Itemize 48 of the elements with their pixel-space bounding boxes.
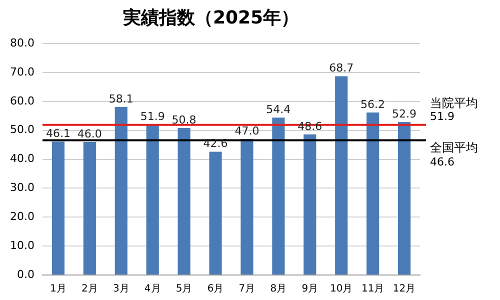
y-tick-label: 10.0 [10, 238, 34, 252]
bar [304, 134, 316, 274]
y-tick-label: 30.0 [10, 181, 34, 194]
bar [52, 142, 65, 274]
x-tick-label: 12月 [392, 284, 416, 295]
data-label: 47.0 [234, 124, 260, 138]
data-label: 52.9 [392, 107, 417, 120]
x-tick-label: 8月 [270, 284, 287, 295]
data-label: 46.0 [77, 127, 102, 140]
data-label: 50.8 [172, 113, 196, 126]
bar [209, 152, 222, 274]
bar [240, 139, 254, 274]
data-label: 46.1 [46, 127, 70, 140]
bar [178, 128, 190, 274]
x-tick-label: 5月 [176, 284, 192, 295]
x-tick-label: 9月 [302, 284, 318, 295]
bar [114, 106, 128, 274]
data-label: 51.9 [140, 110, 165, 124]
bar [335, 76, 348, 274]
bar [83, 142, 96, 274]
y-tick-label: 50.0 [10, 123, 34, 136]
y-tick-label: 40.0 [10, 152, 34, 166]
bar [366, 112, 380, 274]
data-label: 58.1 [108, 92, 134, 106]
bar [398, 122, 411, 274]
bar [146, 124, 159, 274]
text: 51.9 [430, 110, 454, 124]
y-tick-label: 80.0 [10, 36, 34, 50]
text: 46.6 [430, 156, 454, 169]
data-label: 56.2 [360, 98, 386, 111]
x-tick-label: 7月 [238, 284, 256, 295]
y-tick-label: 0.0 [16, 268, 34, 281]
x-tick-label: 3月 [112, 284, 130, 295]
x-tick-label: 4月 [144, 284, 161, 295]
data-label: 54.4 [266, 103, 291, 116]
x-tick-label: 6月 [207, 284, 224, 295]
ref-line-label: 全国平均 [430, 140, 478, 154]
y-tick-label: 20.0 [10, 210, 34, 224]
x-tick-label: 1月 [50, 284, 66, 295]
x-tick-label: 2月 [81, 284, 98, 295]
x-tick-label: 10月 [330, 284, 353, 295]
bar [272, 118, 285, 274]
ref-line-label: 当院平均 [430, 96, 478, 110]
data-label: 68.7 [329, 62, 354, 75]
y-tick-label: 70.0 [10, 65, 34, 78]
y-tick-label: 60.0 [10, 94, 34, 108]
chart-title: 実績指数（2025年） [122, 7, 300, 28]
x-tick-label: 11月 [361, 284, 384, 295]
